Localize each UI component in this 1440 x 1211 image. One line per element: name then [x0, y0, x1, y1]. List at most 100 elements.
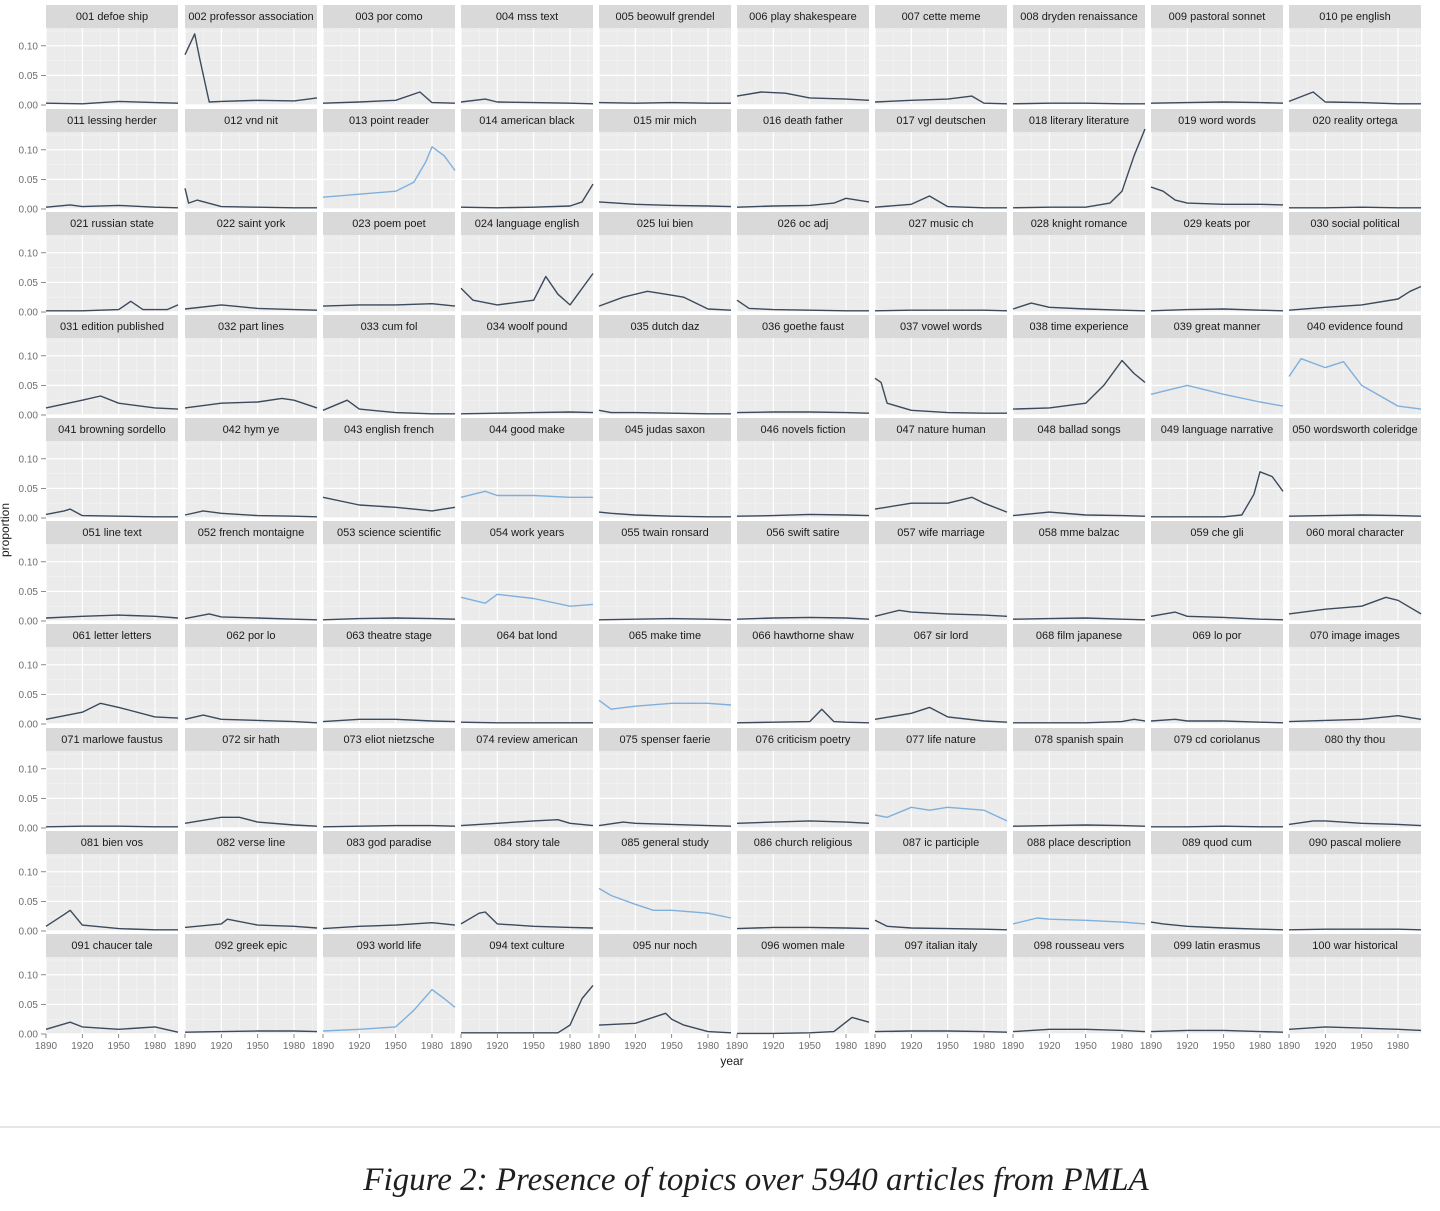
topic-series-line [736, 411, 870, 414]
panel-title: 046 novels fiction [761, 424, 846, 436]
panel-strip [1013, 624, 1145, 647]
facet-panel: 083 god paradise [322, 831, 456, 932]
panel-strip [323, 315, 455, 338]
facet-panel: 057 wife marriage [874, 521, 1008, 622]
facet-panel: 045 judas saxon [598, 418, 731, 519]
facet-panel: 079 cd coriolanus [1150, 728, 1283, 829]
x-tick-label: 1920 [624, 1041, 647, 1052]
y-tick-label: 0.05 [19, 897, 39, 908]
x-tick-label: 1950 [1213, 1041, 1236, 1052]
facet-panel: 004 mss text [460, 5, 594, 106]
y-tick-label: 0.00 [19, 411, 39, 422]
panel-strip [737, 5, 869, 28]
topic-series-line [45, 508, 178, 518]
panel-title: 100 war historical [1312, 940, 1398, 952]
panel-title: 075 spenser faerie [619, 734, 710, 746]
topic-series-line [736, 299, 869, 312]
panel-strip [46, 728, 178, 751]
facet-panel: 023 poem poet [322, 212, 456, 313]
y-tick-label: 0.00 [19, 1030, 39, 1041]
panel-strip [323, 728, 455, 751]
panel-background [1151, 28, 1283, 105]
panel-title: 002 professor association [188, 11, 313, 23]
panel-title: 082 verse line [217, 837, 286, 849]
topic-series-line [874, 496, 1008, 513]
panel-background [461, 544, 593, 621]
panel-background [1151, 957, 1283, 1034]
y-tick-label: 0.00 [19, 205, 39, 216]
topic-series-line [1012, 1028, 1146, 1033]
panel-title: 019 word words [1178, 115, 1256, 127]
topic-series-line [45, 614, 179, 619]
facet-panel: 089 quod cum [1150, 831, 1284, 932]
topic-series-line [736, 91, 870, 101]
facet-panel: 003 por como [322, 5, 456, 106]
panel-background [323, 132, 455, 209]
facet-panel: 001 defoe ship [45, 5, 179, 106]
topic-series-line [1288, 928, 1422, 931]
x-tick-label: 1950 [799, 1041, 822, 1052]
x-tick-label: 1920 [1176, 1041, 1199, 1052]
topic-series-line [1288, 358, 1422, 410]
panel-title: 009 pastoral sonnet [1169, 11, 1266, 23]
panel-title: 020 reality ortega [1313, 115, 1399, 127]
panel-title: 044 good make [489, 424, 565, 436]
panel-background [737, 957, 869, 1034]
panel-strip [599, 831, 731, 854]
facet-panel: 084 story tale [460, 831, 594, 932]
topic-series-line [598, 887, 732, 919]
facet-panel: 097 italian italy [874, 934, 1008, 1035]
panel-background [46, 28, 178, 105]
panel-background [1151, 441, 1283, 518]
facet-panel: 007 cette meme [874, 5, 1008, 106]
x-tick-label: 1950 [247, 1041, 270, 1052]
facet-panel: 012 vnd nit [184, 109, 317, 210]
panel-background [737, 544, 869, 621]
panel-strip [323, 521, 455, 544]
panel-strip [1289, 418, 1421, 441]
panel-strip [599, 934, 731, 957]
panel-background [875, 235, 1007, 312]
panel-strip [1013, 934, 1145, 957]
topic-series-line [1288, 285, 1422, 311]
panel-strip [1013, 831, 1145, 854]
panel-title: 080 thy thou [1325, 734, 1386, 746]
panel-strip [185, 624, 317, 647]
topic-series-line [1150, 611, 1284, 621]
panel-title: 050 wordsworth coleridge [1292, 424, 1417, 436]
y-tick-label: 0.10 [19, 764, 39, 775]
panel-strip [875, 5, 1007, 28]
x-tick-label: 1890 [1140, 1041, 1163, 1052]
panel-background [1289, 957, 1421, 1034]
topic-series-line [598, 201, 732, 208]
topic-series-line [460, 98, 594, 105]
panel-title: 077 life nature [906, 734, 976, 746]
topic-series-line [737, 1016, 870, 1035]
panel-strip [599, 212, 731, 235]
x-tick-label: 1980 [1387, 1041, 1410, 1052]
panel-strip [46, 831, 178, 854]
panel-strip [875, 212, 1007, 235]
facet-panel: 074 review american [460, 728, 594, 829]
facet-panel: 096 women male [736, 934, 870, 1035]
x-tick-label: 1950 [385, 1041, 408, 1052]
topic-series-line [1012, 128, 1146, 209]
panel-strip [737, 831, 869, 854]
topic-series-line [874, 919, 1008, 931]
panel-strip [737, 624, 869, 647]
topic-series-line [45, 909, 178, 931]
facet-panel: 026 oc adj [736, 212, 869, 313]
y-tick-label: 0.10 [19, 970, 39, 981]
panel-strip [1289, 624, 1421, 647]
panel-title: 039 great manner [1174, 321, 1261, 333]
facet-panel: 033 cum fol [322, 315, 455, 416]
panel-title: 015 mir mich [634, 115, 697, 127]
topic-series-line [1289, 206, 1421, 209]
topic-series-line [45, 702, 179, 720]
facet-panel: 024 language english [460, 212, 594, 313]
topic-series-line [45, 395, 179, 410]
y-tick-label: 0.00 [19, 617, 39, 628]
facet-panel: 058 mme balzac [1012, 521, 1146, 622]
panel-background [461, 132, 593, 209]
panel-background [875, 957, 1007, 1034]
